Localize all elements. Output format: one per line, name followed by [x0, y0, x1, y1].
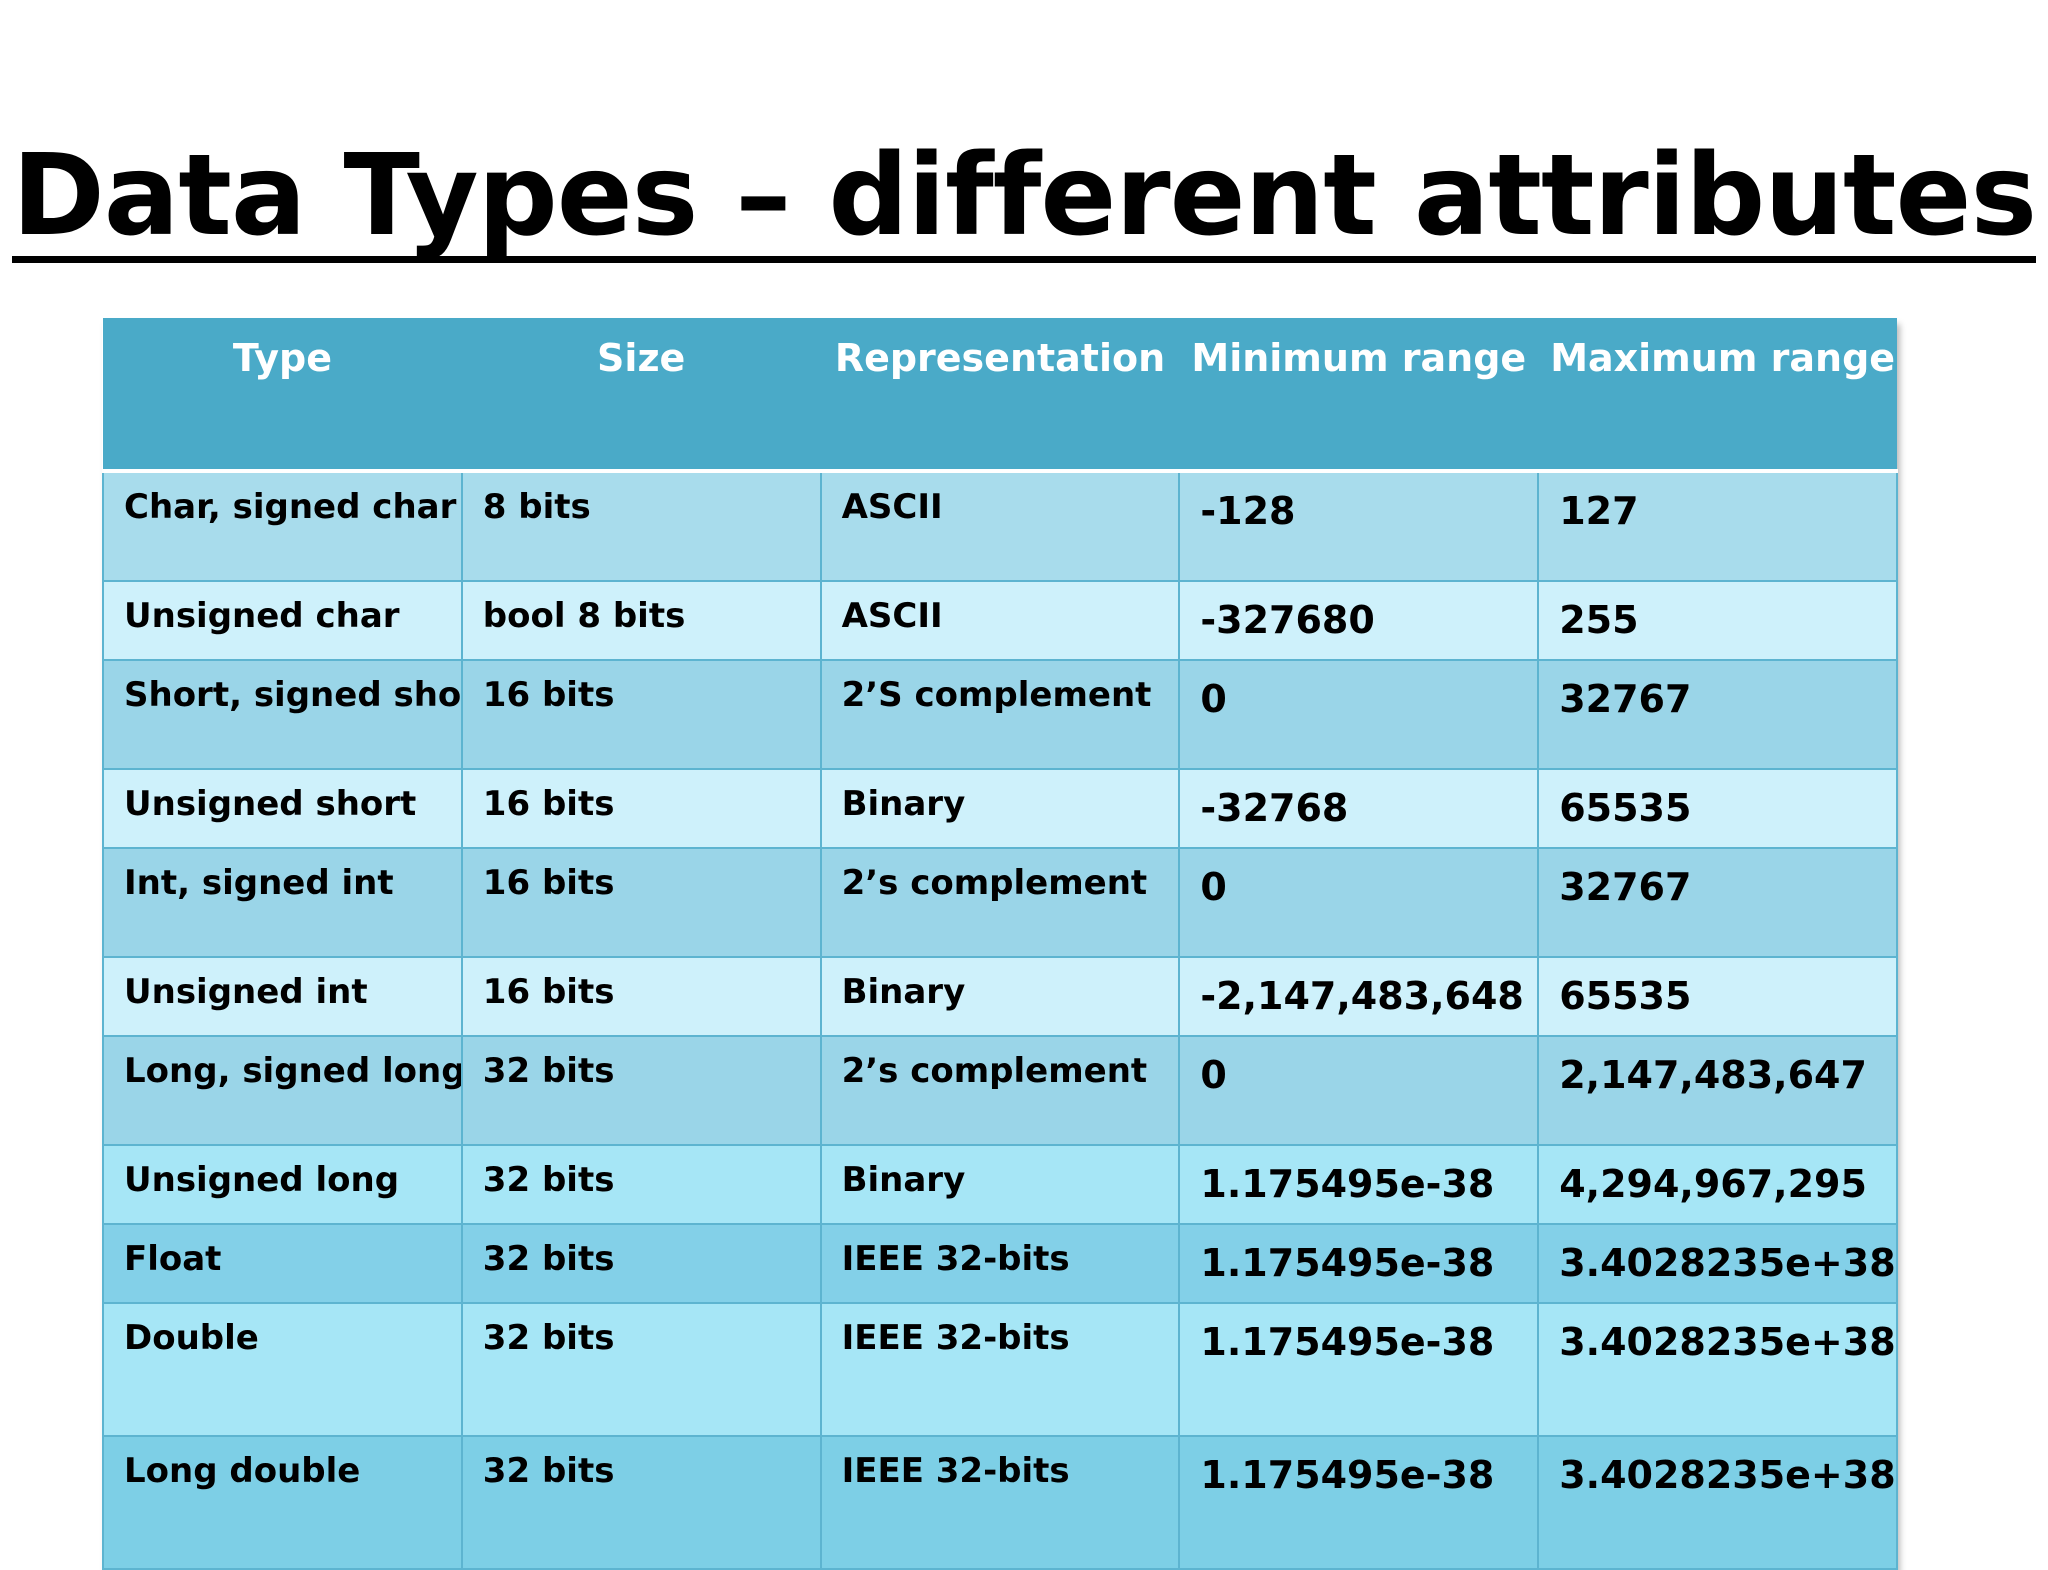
cell-maximum-range: 32767: [1537, 659, 1898, 770]
table-row: Long double 32 bits IEEE 32-bits 1.17549…: [102, 1435, 1898, 1570]
cell-representation: IEEE 32-bits: [819, 1435, 1181, 1570]
cell-representation: 2’s complement: [819, 1035, 1181, 1146]
cell-representation: 2’S complement: [819, 659, 1181, 770]
cell-maximum-range: 127: [1537, 470, 1898, 582]
cell-maximum-range: 255: [1537, 580, 1898, 661]
cell-minimum-range: -32768: [1178, 768, 1540, 849]
cell-maximum-range: 65535: [1537, 956, 1898, 1037]
table-body: Char, signed char 8 bits ASCII -128 127 …: [102, 470, 1898, 1570]
table-header: Type Size Representation Minimum range M…: [103, 318, 1897, 473]
cell-type: Double: [102, 1302, 463, 1437]
cell-maximum-range: 3.4028235e+38: [1537, 1435, 1898, 1570]
cell-minimum-range: 1.175495e-38: [1178, 1302, 1540, 1437]
header-maximum-range: Maximum range: [1538, 318, 1897, 473]
table-row: Unsigned long 32 bits Binary 1.175495e-3…: [102, 1144, 1898, 1225]
table-row: Long, signed long 32 bits 2’s complement…: [102, 1035, 1898, 1146]
table-row: Unsigned char bool 8 bits ASCII -327680 …: [102, 580, 1898, 661]
cell-type: Unsigned long: [102, 1144, 463, 1225]
cell-size: bool 8 bits: [460, 580, 822, 661]
cell-representation: IEEE 32-bits: [819, 1302, 1181, 1437]
table-row: Int, signed int 16 bits 2’s complement 0…: [102, 847, 1898, 958]
cell-type: Long, signed long: [102, 1035, 463, 1146]
cell-minimum-range: -327680: [1178, 580, 1540, 661]
table-row: Char, signed char 8 bits ASCII -128 127: [102, 470, 1898, 582]
cell-representation: IEEE 32-bits: [819, 1223, 1181, 1304]
cell-size: 16 bits: [460, 956, 822, 1037]
cell-size: 8 bits: [460, 470, 822, 582]
cell-type: Unsigned short: [102, 768, 463, 849]
cell-representation: ASCII: [819, 580, 1181, 661]
table-row: Short, signed short 16 bits 2’S compleme…: [102, 659, 1898, 770]
cell-size: 32 bits: [460, 1435, 822, 1570]
cell-size: 32 bits: [460, 1302, 822, 1437]
cell-representation: Binary: [819, 1144, 1181, 1225]
cell-maximum-range: 3.4028235e+38: [1537, 1223, 1898, 1304]
table-row: Float 32 bits IEEE 32-bits 1.175495e-38 …: [102, 1223, 1898, 1304]
cell-type: Char, signed char: [102, 470, 463, 582]
cell-size: 16 bits: [460, 847, 822, 958]
cell-size: 32 bits: [460, 1223, 822, 1304]
cell-maximum-range: 32767: [1537, 847, 1898, 958]
data-types-table: Type Size Representation Minimum range M…: [102, 318, 1898, 1570]
cell-type: Long double: [102, 1435, 463, 1570]
cell-representation: 2’s complement: [819, 847, 1181, 958]
table-row: Unsigned int 16 bits Binary -2,147,483,6…: [102, 956, 1898, 1037]
table-header-row: Type Size Representation Minimum range M…: [103, 318, 1897, 473]
cell-maximum-range: 3.4028235e+38: [1537, 1302, 1898, 1437]
cell-minimum-range: 1.175495e-38: [1178, 1223, 1540, 1304]
cell-representation: Binary: [819, 768, 1181, 849]
slide-title-text: Data Types – different attributes: [11, 131, 2037, 263]
header-minimum-range: Minimum range: [1179, 318, 1539, 473]
data-types-table-container: Type Size Representation Minimum range M…: [102, 318, 1898, 1570]
cell-minimum-range: 1.175495e-38: [1178, 1144, 1540, 1225]
header-representation: Representation: [820, 318, 1180, 473]
cell-size: 32 bits: [460, 1144, 822, 1225]
cell-minimum-range: 0: [1178, 847, 1540, 958]
header-type: Type: [103, 318, 462, 473]
cell-type: Short, signed short: [102, 659, 463, 770]
cell-maximum-range: 2,147,483,647: [1537, 1035, 1898, 1146]
cell-size: 32 bits: [460, 1035, 822, 1146]
cell-minimum-range: 1.175495e-38: [1178, 1435, 1540, 1570]
cell-size: 16 bits: [460, 768, 822, 849]
cell-type: Float: [102, 1223, 463, 1304]
cell-representation: Binary: [819, 956, 1181, 1037]
cell-maximum-range: 4,294,967,295: [1537, 1144, 1898, 1225]
cell-type: Unsigned int: [102, 956, 463, 1037]
cell-minimum-range: -128: [1178, 470, 1540, 582]
slide-title: Data Types – different attributes: [0, 128, 2048, 264]
cell-type: Int, signed int: [102, 847, 463, 958]
cell-minimum-range: 0: [1178, 659, 1540, 770]
table-row: Unsigned short 16 bits Binary -32768 655…: [102, 768, 1898, 849]
cell-type: Unsigned char: [102, 580, 463, 661]
cell-minimum-range: -2,147,483,648: [1178, 956, 1540, 1037]
table-row: Double 32 bits IEEE 32-bits 1.175495e-38…: [102, 1302, 1898, 1437]
cell-representation: ASCII: [819, 470, 1181, 582]
cell-size: 16 bits: [460, 659, 822, 770]
cell-maximum-range: 65535: [1537, 768, 1898, 849]
cell-minimum-range: 0: [1178, 1035, 1540, 1146]
header-size: Size: [461, 318, 821, 473]
